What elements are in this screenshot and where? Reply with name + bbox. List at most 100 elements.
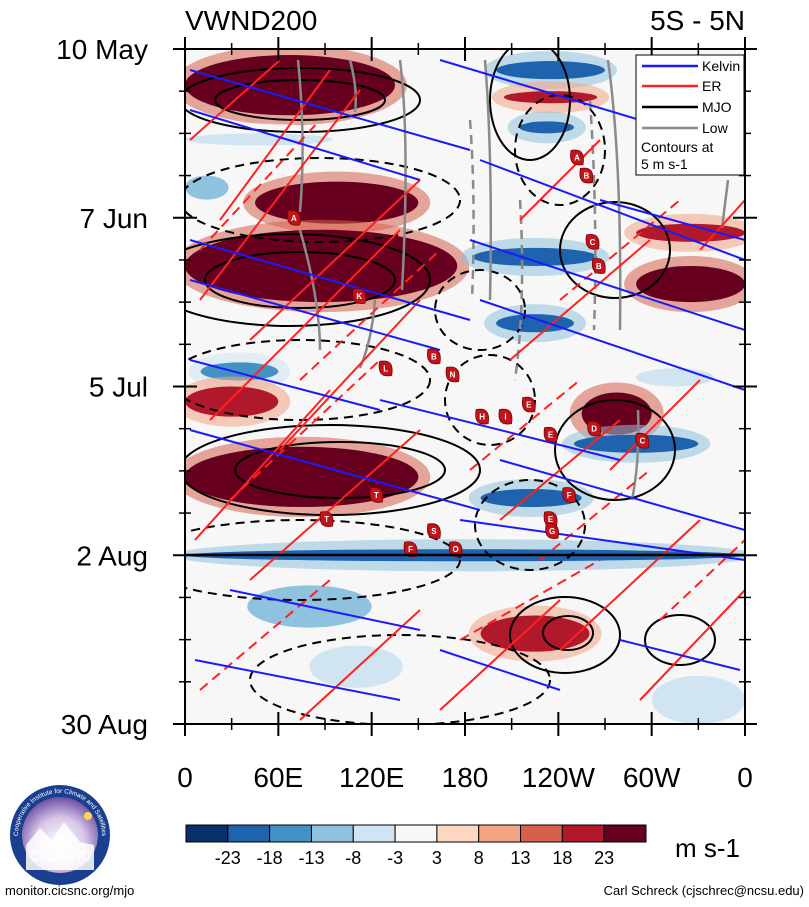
storm-marker-label: G — [549, 527, 555, 536]
hurricane-icon — [521, 396, 536, 413]
storm-marker: A — [287, 209, 301, 226]
storm-marker-label: B — [431, 352, 437, 361]
y-tick-label: 10 May — [56, 34, 148, 65]
low-contour — [483, 59, 493, 301]
er-contour — [199, 89, 361, 301]
mountain-icon — [26, 822, 94, 870]
colorbar-swatch — [185, 824, 229, 843]
x-tick-label: 60W — [623, 762, 681, 793]
storm-marker: F — [562, 487, 577, 503]
storm-marker: D — [587, 420, 601, 437]
storm-marker-label: A — [574, 153, 580, 162]
colorbar: -23 -18 -13 -8 -3 3 8 13 18 23 — [185, 824, 647, 868]
anomaly-band — [472, 247, 598, 266]
x-tick-label: 0 — [177, 762, 193, 793]
filtered-contours — [185, 49, 745, 724]
colorbar-swatch — [310, 824, 354, 843]
kelvin-contour — [479, 299, 745, 391]
anomaly-band — [636, 368, 714, 387]
storm-marker-label: C — [639, 437, 645, 446]
er-contour — [194, 389, 331, 541]
storm-marker: T — [319, 511, 334, 527]
legend-label-mjo: MJO — [702, 99, 732, 115]
storm-marker: H — [475, 408, 489, 425]
er-contour — [219, 69, 331, 221]
x-tick-label: 120E — [339, 762, 404, 793]
low-contour — [513, 199, 524, 381]
chart-title-right: 5S - 5N — [650, 5, 745, 36]
storm-marker: I — [498, 408, 513, 425]
low-contour — [468, 119, 475, 301]
anomaly-band — [496, 61, 605, 80]
legend-note-line2: 5 m s-1 — [641, 156, 688, 172]
anomaly-band — [496, 314, 574, 333]
anomaly-band — [519, 121, 574, 134]
x-axis: 0 60E 120E 180 120W 60W 0 — [177, 37, 753, 793]
storm-marker-label: E — [548, 515, 554, 524]
kelvin-contour — [189, 279, 441, 351]
kelvin-contour — [439, 649, 561, 691]
storm-marker: K — [352, 288, 367, 304]
storm-marker-label: E — [548, 431, 554, 440]
storm-marker: B — [427, 348, 441, 365]
storm-marker-label: H — [479, 413, 485, 422]
anomaly-band — [480, 488, 582, 508]
y-tick-label: 5 Jul — [89, 372, 148, 403]
x-tick-label: 60E — [253, 762, 303, 793]
mjo-contour — [434, 269, 526, 351]
mjo-contour — [185, 339, 431, 421]
er-contour — [249, 179, 421, 341]
hurricane-icon — [587, 420, 601, 437]
er-contour — [539, 469, 651, 561]
mjo-contour — [185, 157, 461, 243]
storm-marker-label: T — [324, 515, 329, 524]
mjo-contour — [514, 94, 606, 206]
kelvin-contour — [599, 199, 745, 241]
er-contour — [199, 579, 331, 691]
hurricane-icon — [475, 408, 489, 425]
hurricane-icon — [585, 234, 600, 250]
mjo-contour — [509, 596, 621, 674]
storm-marker-label: L — [383, 364, 388, 373]
colorbar-tick-label: -18 — [257, 848, 283, 868]
storm-marker: N — [445, 366, 460, 383]
er-contour — [199, 119, 321, 251]
anomaly-band — [651, 675, 745, 724]
colorbar-unit: m s-1 — [675, 833, 740, 863]
low-contour — [588, 99, 597, 331]
storm-marker-label: F — [567, 491, 572, 500]
anomaly-band — [255, 181, 419, 224]
legend: Kelvin ER MJO Low Contours at 5 m s-1 — [635, 54, 745, 176]
hurricane-icon — [427, 523, 441, 539]
kelvin-contour — [229, 589, 421, 631]
colorbar-swatch — [352, 824, 396, 843]
legend-box — [635, 54, 745, 176]
storm-marker-label: D — [591, 425, 597, 434]
colorbar-tick-label: 3 — [432, 848, 442, 868]
hurricane-icon — [545, 523, 559, 539]
hurricane-icon — [427, 348, 441, 365]
mjo-contour — [554, 399, 676, 501]
colorbar-swatch — [603, 824, 647, 843]
low-contour — [720, 179, 730, 229]
er-contour — [499, 419, 621, 521]
mjo-contour — [644, 614, 716, 666]
colorbar-tick-label: -3 — [387, 848, 403, 868]
kelvin-contour — [189, 239, 471, 321]
mjo-contour — [559, 201, 671, 299]
kelvin-contour — [479, 159, 745, 261]
storm-marker: E — [543, 426, 558, 443]
hurricane-icon — [635, 432, 650, 449]
site-url[interactable]: monitor.cicsnc.org/mjo — [5, 883, 134, 898]
sun-icon — [84, 812, 92, 820]
kelvin-contour — [499, 459, 745, 531]
storm-marker-label: T — [374, 491, 379, 500]
storm-marker: B — [579, 167, 594, 184]
anomaly-band — [185, 133, 333, 146]
hurricane-icon — [579, 167, 594, 184]
er-contour — [639, 589, 745, 701]
low-contour — [398, 59, 407, 291]
colorbar-tick-label: -8 — [345, 848, 361, 868]
anomaly-band — [309, 645, 403, 688]
anomaly-band — [185, 386, 279, 417]
